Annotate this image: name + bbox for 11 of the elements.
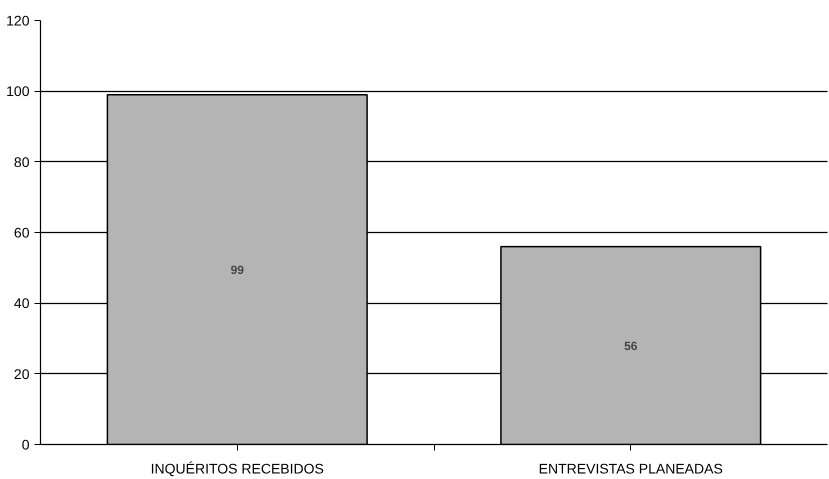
y-tick-label: 100 bbox=[6, 83, 30, 100]
y-tick-label: 60 bbox=[14, 224, 30, 240]
y-tick-label: 20 bbox=[14, 366, 30, 382]
y-tick-label: 120 bbox=[6, 12, 30, 28]
data-label: 56 bbox=[624, 339, 638, 354]
x-tick-label: ENTREVISTAS PLANEADAS bbox=[538, 460, 723, 476]
y-tick-label: 80 bbox=[14, 154, 30, 170]
data-label: 99 bbox=[230, 263, 244, 278]
y-tick-label: 40 bbox=[14, 295, 30, 312]
y-tick-label: 0 bbox=[22, 436, 30, 452]
x-tick-label: INQUÉRITOS RECEBIDOS bbox=[150, 460, 324, 476]
